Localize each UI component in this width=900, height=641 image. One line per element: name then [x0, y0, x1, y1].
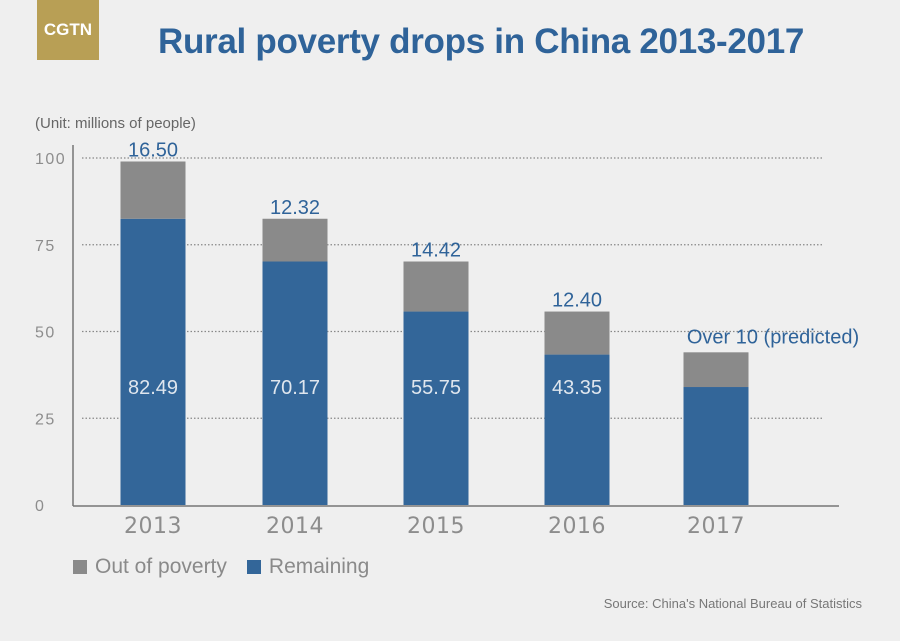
x-tick-label: 2017	[687, 514, 745, 539]
legend-label: Out of poverty	[95, 555, 227, 578]
x-tick-label: 2015	[407, 514, 465, 539]
x-tick-label: 2013	[124, 514, 182, 539]
x-tick-label: 2014	[266, 514, 324, 539]
data-label-remaining: 43.35	[552, 377, 602, 399]
y-tick-label: 100	[35, 151, 66, 168]
bar-out-of-poverty	[403, 261, 469, 312]
data-label-remaining: 55.75	[411, 377, 461, 399]
legend-item-out-of-poverty: Out of poverty	[73, 555, 227, 579]
data-label-remaining: 70.17	[270, 377, 320, 399]
y-tick-label: 25	[35, 411, 56, 428]
bar-remaining	[403, 311, 469, 505]
legend-item-remaining: Remaining	[246, 555, 370, 579]
bar-remaining	[262, 261, 328, 505]
cgtn-logo: CGTN	[37, 0, 99, 60]
bar-remaining	[683, 387, 749, 505]
data-label-out-of-poverty: 14.42	[411, 240, 461, 262]
bar-out-of-poverty	[262, 218, 328, 262]
source-note: Source: China's National Bureau of Stati…	[603, 596, 862, 611]
bar-remaining	[544, 354, 610, 505]
y-tick-label: 0	[35, 498, 45, 515]
y-tick-label: 50	[35, 325, 56, 342]
data-label-out-of-poverty: 12.32	[270, 197, 320, 219]
data-label-remaining: 82.49	[128, 377, 178, 399]
bar-out-of-poverty	[544, 311, 610, 355]
bar-out-of-poverty	[120, 161, 186, 219]
y-tick-label: 75	[35, 238, 56, 255]
legend-label: Remaining	[268, 555, 370, 578]
legend-swatch-out-of-poverty	[73, 560, 87, 574]
x-tick-label: 2016	[548, 514, 606, 539]
bar-remaining	[120, 218, 186, 505]
data-label-out-of-poverty: 16.50	[128, 140, 178, 162]
legend-swatch-remaining	[246, 560, 261, 574]
unit-label: (Unit: millions of people)	[35, 115, 196, 132]
bar-out-of-poverty	[683, 352, 749, 388]
data-label-out-of-poverty: Over 10 (predicted)	[687, 326, 859, 348]
legend: Out of poverty Remaining	[73, 555, 389, 579]
chart-title: Rural poverty drops in China 2013-2017	[158, 22, 805, 61]
data-label-out-of-poverty: 12.40	[552, 290, 602, 312]
